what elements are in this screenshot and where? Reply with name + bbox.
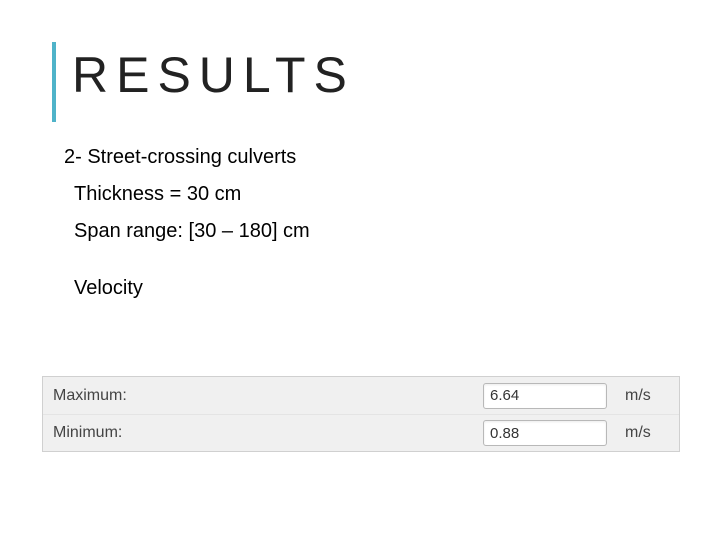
page-title: RESULTS bbox=[72, 46, 680, 104]
maximum-value-text: 6.64 bbox=[490, 387, 519, 404]
property-row-minimum: Minimum: 0.88 m/s bbox=[43, 414, 679, 451]
property-label: Maximum: bbox=[53, 387, 483, 405]
velocity-label: Velocity bbox=[74, 277, 680, 300]
maximum-value-field[interactable]: 6.64 bbox=[483, 383, 607, 409]
velocity-properties-panel: Maximum: 6.64 m/s Minimum: 0.88 m/s bbox=[42, 376, 680, 452]
property-unit: m/s bbox=[607, 387, 669, 405]
property-label: Minimum: bbox=[53, 424, 483, 442]
minimum-value-text: 0.88 bbox=[490, 425, 519, 442]
accent-bar bbox=[52, 42, 56, 122]
section-line: 2- Street-crossing culverts bbox=[64, 146, 680, 169]
content-block: 2- Street-crossing culverts Thickness = … bbox=[64, 146, 680, 300]
property-row-maximum: Maximum: 6.64 m/s bbox=[43, 377, 679, 414]
property-unit: m/s bbox=[607, 424, 669, 442]
thickness-line: Thickness = 30 cm bbox=[74, 183, 680, 206]
span-line: Span range: [30 – 180] cm bbox=[74, 220, 680, 243]
minimum-value-field[interactable]: 0.88 bbox=[483, 420, 607, 446]
